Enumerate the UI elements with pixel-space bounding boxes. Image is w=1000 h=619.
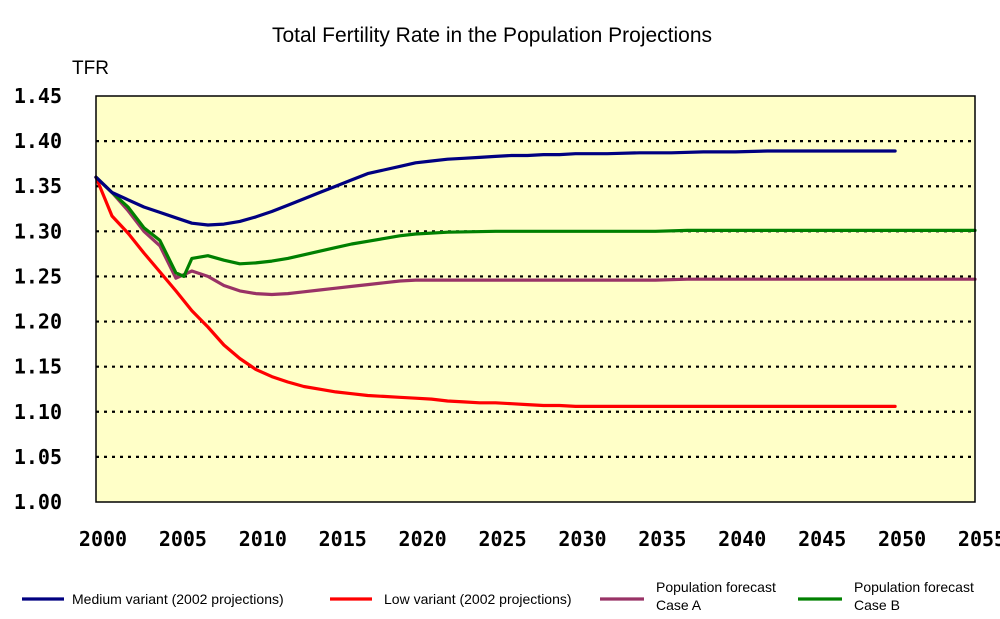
x-tick-label: 2015 <box>319 527 367 551</box>
x-tick-label: 2010 <box>239 527 287 551</box>
y-tick-label: 1.00 <box>14 490 62 514</box>
y-axis-ticks: 1.45 1.40 1.35 1.30 1.25 1.20 1.15 1.10 1.05 1.00 <box>14 84 62 514</box>
x-tick-label: 2005 <box>159 527 207 551</box>
x-tick-label: 2040 <box>718 527 766 551</box>
series-lines <box>94 149 977 408</box>
legend-label-line: Population forecast <box>854 579 974 595</box>
y-axis-label: TFR <box>72 58 109 79</box>
x-tick-label: 2045 <box>798 527 846 551</box>
legend-item: Low variant (2002 projections) <box>330 591 572 607</box>
x-tick-label: 2025 <box>478 527 526 551</box>
series-line-2 <box>94 175 977 297</box>
chart-title: Total Fertility Rate in the Population P… <box>272 24 712 47</box>
legend-label-line: Case A <box>656 597 702 613</box>
legend-label: Low variant (2002 projections) <box>384 591 572 607</box>
y-tick-label: 1.30 <box>14 219 62 243</box>
plot-area <box>96 96 975 502</box>
x-tick-label: 2020 <box>399 527 447 551</box>
legend-item: Population forecast Case A <box>600 579 776 613</box>
legend-item: Population forecast Case B <box>798 579 974 613</box>
legend-label: Medium variant (2002 projections) <box>72 591 284 607</box>
y-tick-label: 1.05 <box>14 445 62 469</box>
y-tick-label: 1.35 <box>14 174 62 198</box>
x-tick-label: 2055 <box>958 527 1000 551</box>
legend-item: Medium variant (2002 projections) <box>22 591 284 607</box>
y-tick-label: 1.25 <box>14 264 62 288</box>
x-tick-label: 2035 <box>638 527 686 551</box>
series-line-3 <box>94 175 977 278</box>
gridlines <box>96 140 975 458</box>
x-tick-label: 2050 <box>878 527 926 551</box>
x-tick-label: 2000 <box>79 527 127 551</box>
y-tick-label: 1.10 <box>14 400 62 424</box>
y-tick-label: 1.40 <box>14 129 62 153</box>
x-tick-label: 2030 <box>558 527 606 551</box>
series-line-1 <box>94 175 897 408</box>
y-tick-label: 1.45 <box>14 84 62 108</box>
legend-label-line: Case B <box>854 597 900 613</box>
plot-border <box>95 95 976 503</box>
legend-label-line: Population forecast <box>656 579 776 595</box>
legend: Medium variant (2002 projections) Low var… <box>22 579 974 613</box>
x-axis-ticks: 2000 2005 2010 2015 2020 2025 2030 2035 2040 2045… <box>79 527 1000 551</box>
series-line-0 <box>94 149 897 227</box>
y-tick-label: 1.15 <box>14 355 62 379</box>
y-tick-label: 1.20 <box>14 310 62 334</box>
